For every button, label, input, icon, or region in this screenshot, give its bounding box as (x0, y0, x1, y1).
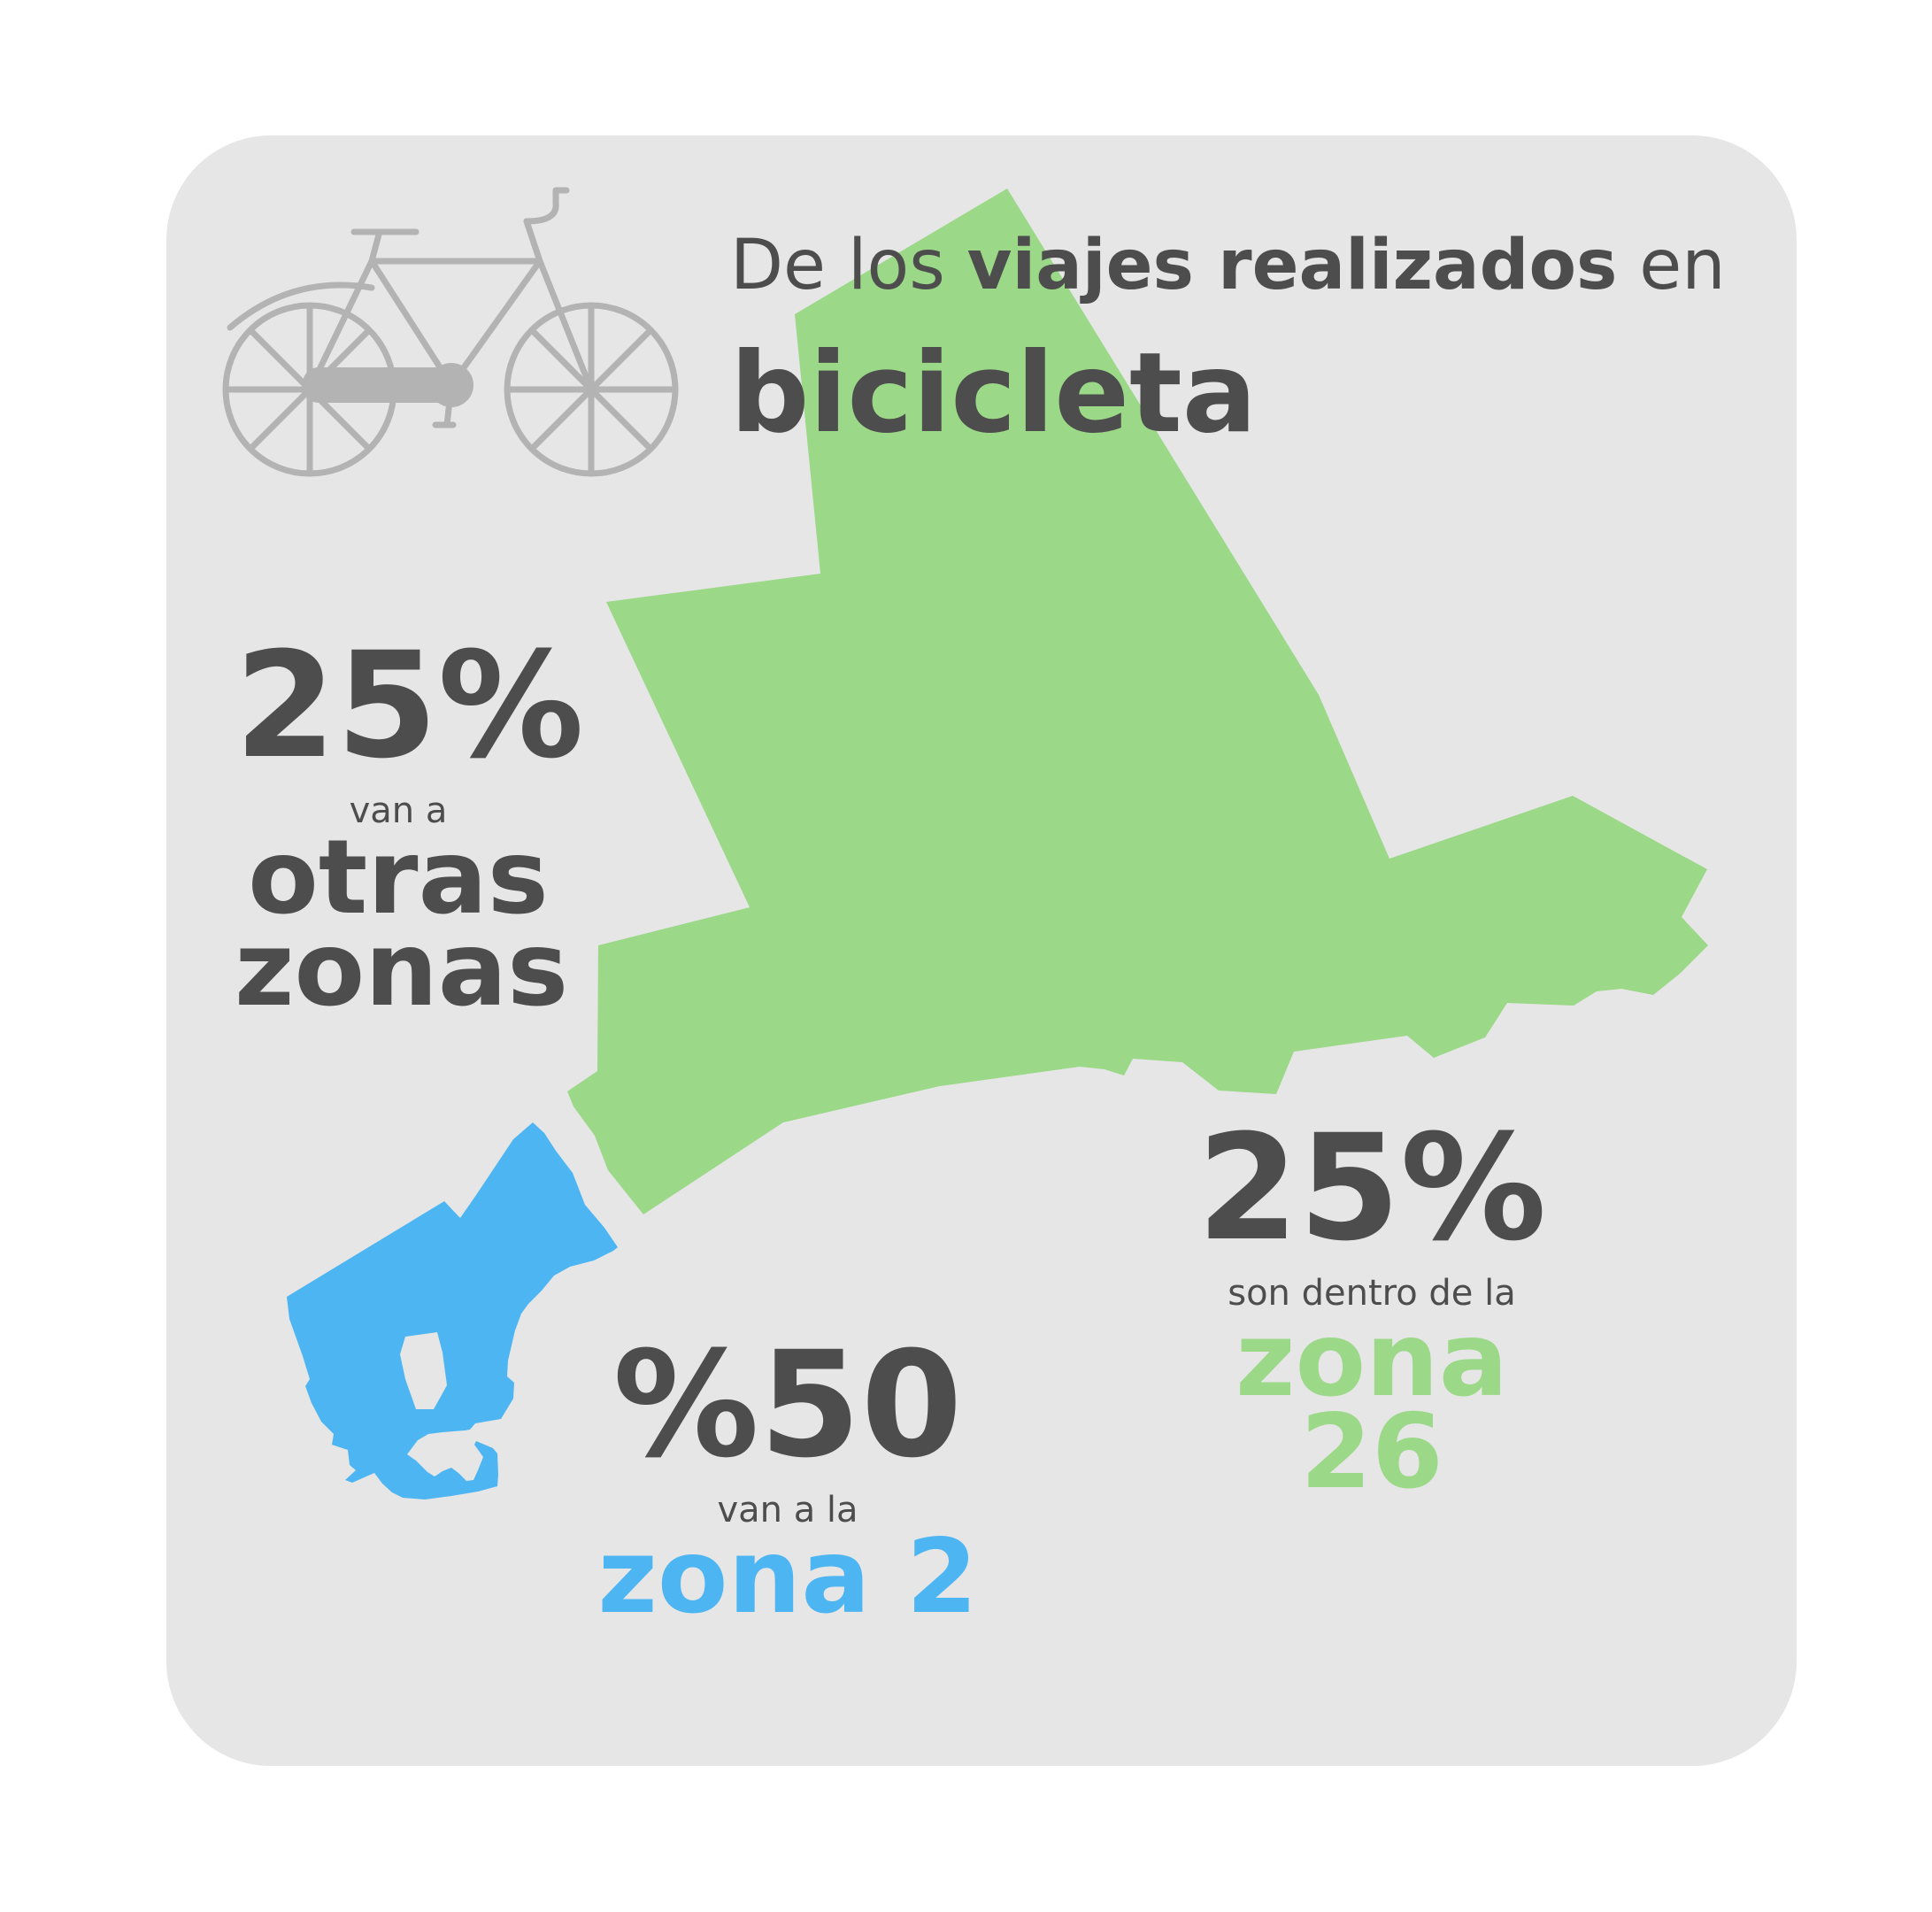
title-suffix: en (1639, 226, 1726, 305)
stat-other-zone-line1: otras (248, 818, 549, 937)
stat-zone2-text: van a la (717, 1490, 858, 1530)
stat-zone2-percent: %50 (612, 1320, 963, 1490)
title-line-1: De los viajes realizados en (730, 226, 1726, 305)
stat-other-zone-line2: zonas (235, 910, 569, 1030)
stat-zone-26: 25% son dentro de la zona 26 (1151, 1103, 1593, 1513)
title-mode: bicicleta (730, 329, 1258, 458)
stat-other-zones: 25% van a otras zonas (235, 621, 584, 1030)
stat-other-percent: 25% (235, 621, 584, 790)
bicycle-icon (222, 187, 679, 477)
stat-other-text: van a (349, 790, 448, 831)
stat-zone26-zone: zona 26 (1235, 1300, 1509, 1513)
stat-zone26-text: son dentro de la (1228, 1273, 1516, 1314)
title-prefix: De los (730, 226, 945, 305)
stat-zone26-percent: 25% (1197, 1103, 1547, 1273)
zone-2-shape (287, 1122, 618, 1500)
zone-26-shape (567, 189, 1708, 1214)
stat-zone-2: %50 van a la zona 2 (584, 1320, 991, 1637)
stat-zone2-zone: zona 2 (597, 1517, 978, 1637)
title-bold: viajes realizados (966, 226, 1618, 305)
